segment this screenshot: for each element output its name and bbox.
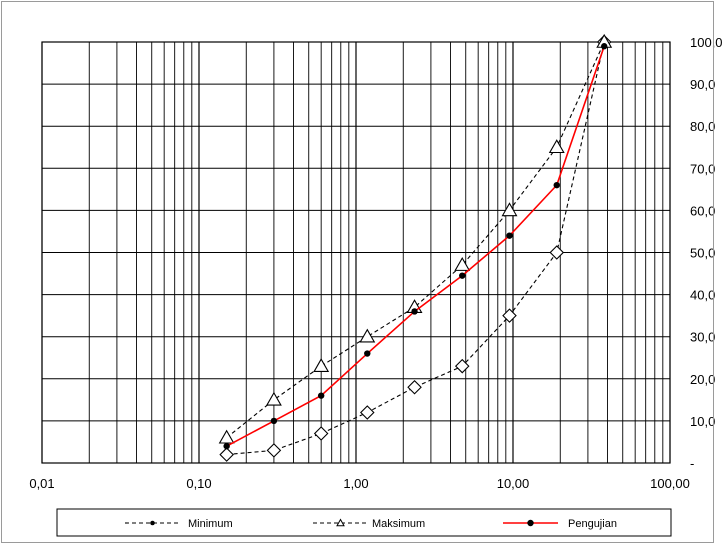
series-pengujian [223,43,608,450]
legend-marker-pengujian [527,519,534,527]
legend-marker-maksimum [336,518,345,527]
y-tick-label: 100,0 [690,35,723,50]
y-tick-label: 30,0 [690,330,715,345]
point-minimum [313,426,329,441]
point-minimum [407,379,422,395]
x-tick-label: 10,00 [497,476,530,491]
point-maksimum [548,139,565,154]
x-tick-label: 1,00 [343,476,368,491]
point-pengujian [601,43,608,50]
series-line-maksimum [226,41,605,439]
legend-label-minimum: Minimum [188,518,233,530]
point-maksimum [313,358,330,372]
y-tick-label: - [690,456,694,471]
grid [41,41,671,464]
y-tick-label: 70,0 [690,161,715,176]
x-tick-label: 0,01 [29,476,54,491]
legend-label-maksimum: Maksimum [372,518,425,530]
x-tick-label: 0,10 [186,476,211,491]
point-maksimum [454,257,471,271]
series-line-minimum [226,41,605,456]
point-minimum [219,447,234,462]
point-maksimum [359,328,376,343]
legend-label-pengujian: Pengujian [568,518,617,530]
point-minimum [502,308,517,323]
y-tick-label: 60,0 [690,203,715,218]
series-layer [218,33,613,462]
point-pengujian [411,308,418,315]
legend: Minimum Maksimum Pengujian [56,508,672,537]
point-pengujian [270,417,278,425]
point-minimum [266,443,282,458]
y-tick-label: 40,0 [690,288,715,303]
y-tick-label: 80,0 [690,119,715,134]
point-pengujian [506,232,513,239]
point-minimum [360,405,375,420]
legend-marker-minimum [150,520,155,526]
plot-border [41,41,671,464]
point-maksimum [501,202,518,217]
y-tick-label: 20,0 [690,372,715,387]
point-pengujian [223,442,230,450]
point-pengujian [459,272,466,279]
point-minimum [454,358,470,374]
point-pengujian [553,181,560,189]
point-minimum [549,245,565,260]
axis-labels: 0,01 0,10 1,00 10,00 100,00- 10,0 20,0 30,0 40,0… [29,35,722,491]
point-pengujian [364,350,371,357]
y-tick-label: 90,0 [690,77,715,92]
y-tick-label: 50,0 [690,246,715,261]
x-tick-label: 100,00 [650,476,690,491]
y-tick-label: 10,0 [690,414,715,429]
point-pengujian [317,392,325,399]
point-maksimum [265,391,282,406]
